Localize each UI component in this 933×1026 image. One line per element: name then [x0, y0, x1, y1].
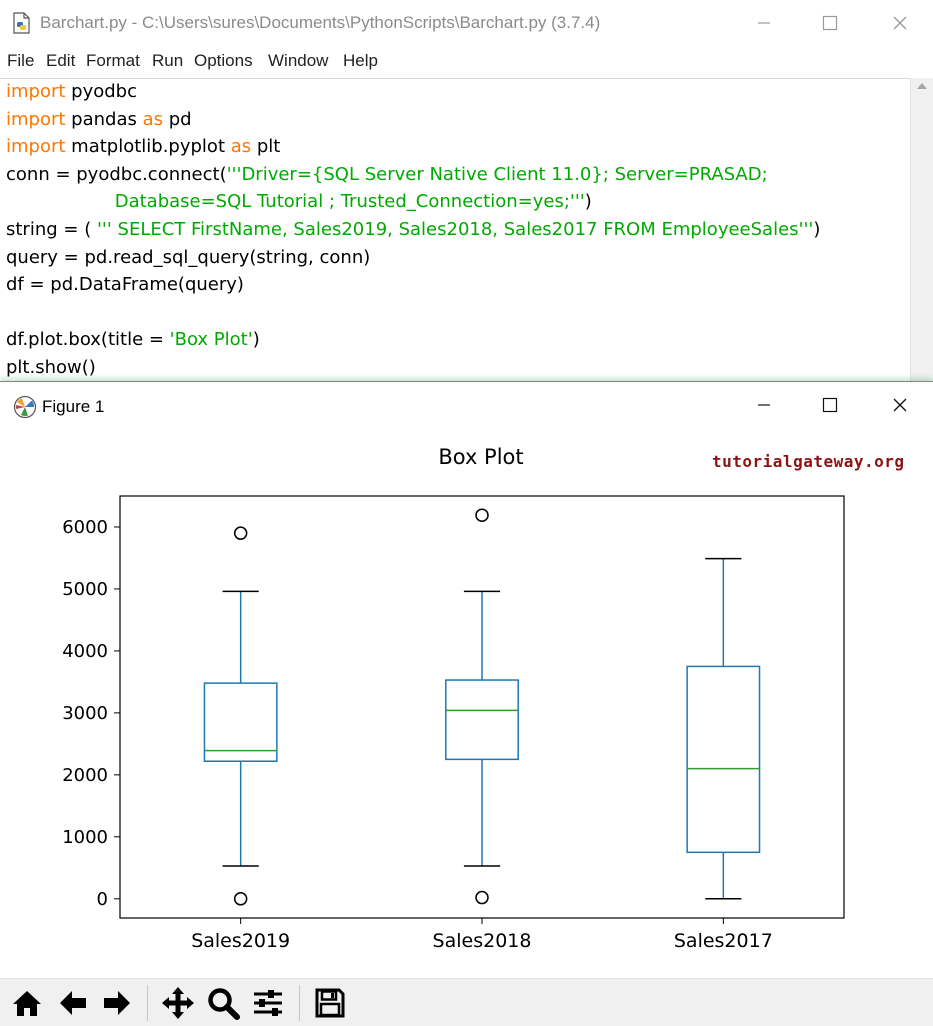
y-tick-label: 6000: [62, 517, 108, 538]
code-line: import matplotlib.pyplot as plt: [6, 136, 280, 157]
y-tick-label: 4000: [62, 641, 108, 662]
code-line: string = ( ''' SELECT FirstName, Sales20…: [6, 219, 820, 240]
back-button[interactable]: [55, 984, 91, 1022]
code-editor[interactable]: import pyodbc import pandas as pd import m…: [0, 78, 910, 386]
code-text: pd: [163, 108, 192, 130]
menu-format[interactable]: Format: [86, 51, 140, 70]
outlier-point: [475, 890, 489, 905]
editor-titlebar[interactable]: Barchart.py - C:\Users\sures\Documents\P…: [0, 0, 933, 46]
code-text: plt: [251, 136, 281, 158]
code-line: query = pd.read_sql_query(string, conn): [6, 247, 370, 268]
code-text: query = pd.read_sql_query(string, conn): [6, 246, 371, 268]
y-tick-label: 2000: [62, 765, 108, 786]
code-keyword: import: [6, 108, 66, 130]
outlier-point: [233, 526, 248, 540]
figure-canvas[interactable]: Box Plot 0 1000 2000 3000 4000 5000 6000 Sales2…: [0, 430, 933, 978]
code-keyword: as: [142, 108, 164, 130]
code-keyword: as: [230, 136, 252, 158]
code-line: df.plot.box(title = 'Box Plot'): [6, 329, 260, 350]
figure-maximize-button[interactable]: [815, 390, 845, 420]
outlier-point: [475, 508, 489, 522]
menu-file[interactable]: File: [7, 51, 35, 70]
chart-title: Box Plot: [438, 445, 523, 469]
figure-titlebar[interactable]: Figure 1: [0, 382, 933, 430]
code-text: plt.show(): [6, 357, 96, 378]
box-sales2018: [445, 679, 519, 761]
x-tick-label: Sales2019: [191, 930, 290, 952]
vertical-scrollbar[interactable]: [910, 78, 933, 385]
watermark: tutorialgateway.org: [712, 452, 905, 471]
code-text: df.plot.box(title =: [6, 329, 170, 351]
menu-run[interactable]: Run: [152, 51, 184, 70]
code-text: pyodbc: [65, 81, 137, 102]
save-icon: [315, 988, 345, 1018]
y-tick-label: 3000: [62, 703, 108, 724]
zoom-button[interactable]: [205, 984, 241, 1022]
zoom-icon: [208, 988, 240, 1020]
toolbar-separator: [147, 985, 148, 1021]
x-tick-label: Sales2018: [433, 930, 532, 952]
x-tick-label: Sales2017: [674, 930, 773, 952]
home-button[interactable]: [9, 984, 45, 1022]
pan-icon: [162, 987, 194, 1019]
save-button[interactable]: [312, 984, 348, 1022]
menu-edit[interactable]: Edit: [46, 51, 76, 70]
minimize-button[interactable]: [749, 8, 779, 38]
figure-window: Figure 1 Box Plot 0 1000 2000 3000 4000 5000 6…: [0, 381, 933, 1026]
figure-title: Figure 1: [42, 397, 105, 416]
code-string: ''' SELECT FirstName, Sales2019, Sales20…: [96, 219, 814, 240]
code-text: matplotlib.pyplot: [65, 136, 231, 158]
code-keyword: import: [6, 136, 66, 158]
code-line: Database=SQL Tutorial ; Trusted_Connecti…: [6, 191, 592, 212]
toolbar-separator: [299, 985, 300, 1021]
code-line: df = pd.DataFrame(query): [6, 274, 244, 295]
y-tick-label: 1000: [62, 827, 108, 848]
maximize-button[interactable]: [815, 8, 845, 38]
code-text: pandas: [65, 108, 143, 130]
code-text: ): [584, 191, 592, 213]
editor-window: Barchart.py - C:\Users\sures\Documents\P…: [0, 0, 933, 385]
code-line: conn = pyodbc.connect('''Driver={SQL Ser…: [6, 164, 768, 185]
code-string: 'Box Plot': [169, 329, 253, 351]
code-line: import pyodbc: [6, 81, 137, 102]
code-text: df = pd.DataFrame(query): [6, 274, 244, 296]
navigation-toolbar: [0, 978, 933, 1026]
code-text: conn = pyodbc.connect(: [6, 163, 227, 185]
forward-arrow-icon: [104, 991, 130, 1015]
figure-minimize-button[interactable]: [749, 390, 779, 420]
y-tick-label: 5000: [62, 579, 108, 600]
close-button[interactable]: [885, 8, 915, 38]
outlier-point: [233, 892, 248, 906]
configure-subplots-button[interactable]: [250, 984, 286, 1022]
y-tick-label: 0: [97, 889, 108, 910]
code-text: ): [252, 329, 260, 351]
figure-close-button[interactable]: [885, 390, 915, 420]
box-sales2017: [686, 665, 761, 854]
python-file-icon: [12, 12, 32, 34]
box-sales2019: [203, 682, 278, 762]
subplots-icon: [254, 990, 282, 1016]
menu-options[interactable]: Options: [194, 51, 253, 70]
code-line: import pandas as pd: [6, 109, 192, 130]
box-plot-chart: Box Plot 0 1000 2000 3000 4000 5000 6000 Sales2…: [62, 445, 845, 952]
code-line: plt.show(): [6, 357, 96, 378]
menu-help[interactable]: Help: [343, 51, 378, 70]
editor-title: Barchart.py - C:\Users\sures\Documents\P…: [40, 13, 601, 32]
code-keyword: import: [6, 81, 66, 102]
code-text: string = (: [6, 219, 97, 240]
matplotlib-logo-icon: [13, 395, 37, 419]
back-arrow-icon: [60, 991, 86, 1015]
menu-bar: File Edit Format Run Options Window Help: [0, 46, 933, 76]
code-string: '''Driver={SQL Server Native Client 11.0…: [226, 163, 768, 185]
pan-button[interactable]: [160, 984, 196, 1022]
forward-button[interactable]: [99, 984, 135, 1022]
scroll-up-arrow-icon[interactable]: [917, 83, 927, 89]
code-text: ): [813, 219, 821, 240]
home-icon: [13, 991, 41, 1016]
code-string: Database=SQL Tutorial ; Trusted_Connecti…: [6, 191, 585, 213]
menu-window[interactable]: Window: [268, 51, 329, 70]
